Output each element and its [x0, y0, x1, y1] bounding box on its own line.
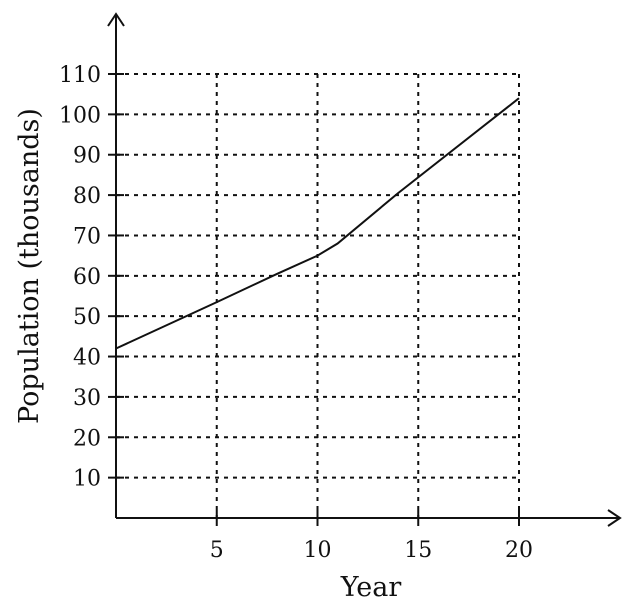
tick-marks: [108, 73, 520, 526]
data-series: [115, 97, 520, 350]
y-tick-label: 50: [73, 305, 101, 330]
y-tick-label: 80: [73, 184, 101, 209]
y-tick-label: 20: [73, 426, 101, 451]
x-axis-arrow-icon: [607, 509, 622, 527]
y-axis-label: Population (thousands): [14, 108, 45, 424]
y-tick-label: 40: [73, 346, 101, 371]
y-tick-label: 60: [73, 265, 101, 290]
x-tick-label: 20: [505, 538, 533, 563]
x-tick-label: 5: [210, 538, 224, 563]
x-tick-label: 10: [304, 538, 332, 563]
x-tick-label: 15: [404, 538, 432, 563]
grid-lines: [116, 73, 520, 518]
y-tick-label: 30: [73, 386, 101, 411]
y-tick-label: 90: [73, 144, 101, 169]
y-tick-label: 100: [59, 103, 101, 128]
tick-labels: 10 20 30 40 50 60 70 80 90 100 110 5 10 15 20: [59, 63, 533, 563]
population-series-line: [115, 97, 520, 350]
x-axis-label: Year: [340, 572, 402, 603]
y-tick-label: 10: [73, 467, 101, 492]
y-tick-label: 70: [73, 224, 101, 249]
y-tick-label: 110: [59, 63, 101, 88]
axes: [107, 12, 622, 527]
y-axis-arrow-icon: [107, 12, 125, 27]
